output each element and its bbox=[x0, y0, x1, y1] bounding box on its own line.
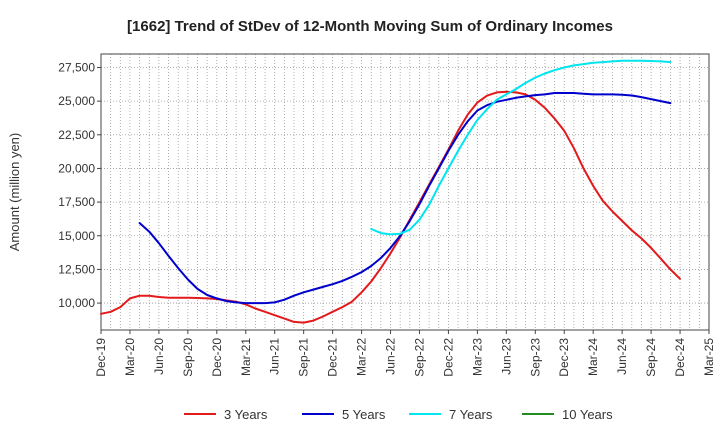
x-tick-label: Dec-21 bbox=[326, 338, 340, 377]
x-tick-label: Mar-23 bbox=[470, 338, 484, 376]
x-tick-label: Mar-21 bbox=[239, 338, 253, 376]
y-tick-label: 20,000 bbox=[58, 161, 95, 175]
x-tick-label: Dec-20 bbox=[210, 338, 224, 377]
y-axis-ticks: 10,000 12,500 15,000 17,500 20,000 22,500 25,0… bbox=[58, 60, 101, 310]
legend: 3 Years 5 Years 7 Years 10 Years bbox=[184, 407, 613, 422]
grid bbox=[101, 54, 709, 330]
x-tick-label: Mar-24 bbox=[586, 338, 600, 376]
series-lines bbox=[100, 59, 681, 324]
y-tick-label: 15,000 bbox=[58, 229, 95, 243]
y-tick-label: 10,000 bbox=[58, 296, 95, 310]
x-tick-label: Jun-20 bbox=[152, 338, 166, 375]
series-line-3-years bbox=[100, 90, 681, 324]
y-tick-label: 12,500 bbox=[58, 262, 95, 276]
x-tick-label: Dec-23 bbox=[557, 338, 571, 377]
legend-label-7-years: 7 Years bbox=[449, 407, 493, 422]
x-tick-label: Dec-19 bbox=[94, 338, 108, 377]
y-tick-label: 25,000 bbox=[58, 94, 95, 108]
chart-title: [1662] Trend of StDev of 12-Month Moving… bbox=[127, 18, 613, 35]
legend-label-10-years: 10 Years bbox=[562, 407, 613, 422]
x-tick-label: Sep-22 bbox=[412, 338, 426, 377]
x-tick-label: Dec-22 bbox=[441, 338, 455, 377]
y-tick-label: 17,500 bbox=[58, 195, 95, 209]
series-line-7-years bbox=[370, 59, 672, 236]
x-tick-label: Jun-22 bbox=[384, 338, 398, 375]
x-tick-label: Sep-23 bbox=[528, 338, 542, 377]
x-tick-label: Mar-22 bbox=[355, 338, 369, 376]
y-tick-label: 22,500 bbox=[58, 128, 95, 142]
x-tick-label: Sep-24 bbox=[644, 338, 658, 377]
x-tick-label: Jun-21 bbox=[268, 338, 282, 375]
series-line-5-years bbox=[138, 92, 672, 305]
x-tick-label: Mar-25 bbox=[702, 338, 716, 376]
y-axis-label: Amount (million yen) bbox=[7, 133, 22, 252]
y-tick-label: 27,500 bbox=[58, 60, 95, 74]
x-tick-label: Mar-20 bbox=[123, 338, 137, 376]
x-tick-label: Dec-24 bbox=[673, 338, 687, 377]
x-tick-label: Sep-20 bbox=[181, 338, 195, 377]
x-tick-label: Jun-24 bbox=[615, 338, 629, 375]
x-tick-label: Sep-21 bbox=[297, 338, 311, 377]
x-tick-label: Jun-23 bbox=[499, 338, 513, 375]
legend-label-3-years: 3 Years bbox=[224, 407, 268, 422]
plot-area-frame bbox=[100, 53, 710, 331]
legend-label-5-years: 5 Years bbox=[342, 407, 386, 422]
x-axis-ticks: Dec-19 Mar-20 Jun-20 Sep-20 Dec-20 Mar-21 Jun-… bbox=[94, 330, 716, 377]
